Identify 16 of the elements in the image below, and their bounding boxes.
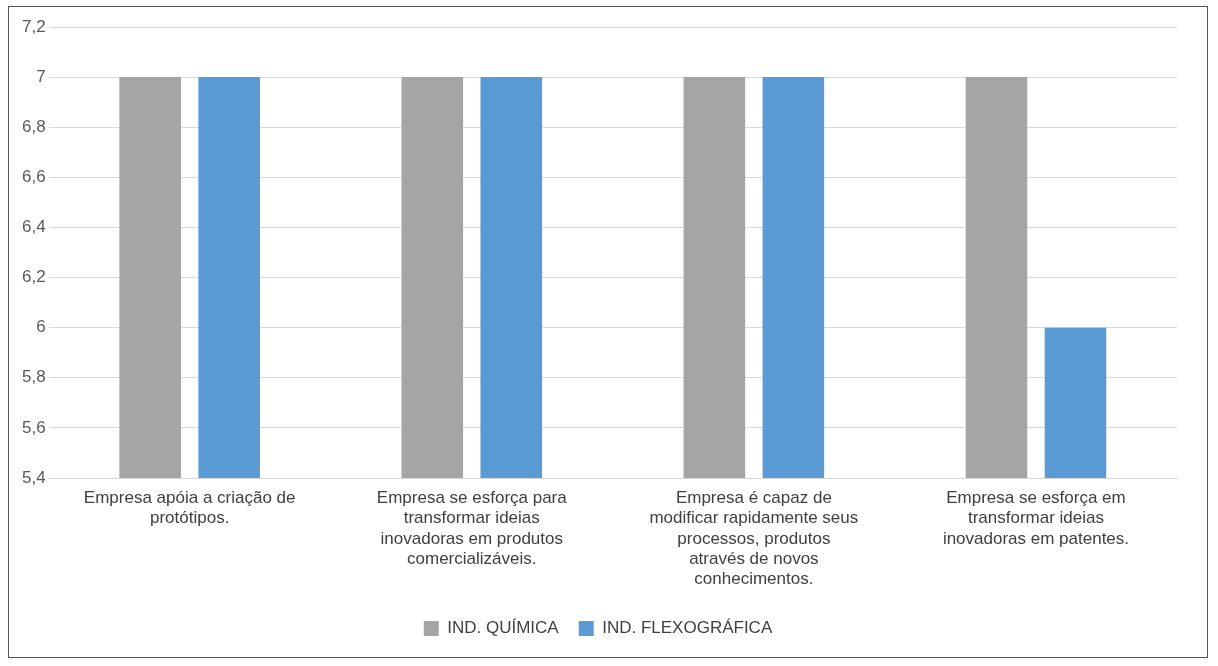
y-tick-label: 5,8 bbox=[21, 367, 46, 387]
x-tick-label: Empresa é capaz de modificar rapidamente seus processos, produtos através de novos conhecimentos. bbox=[649, 487, 859, 589]
y-tick-label: 6,4 bbox=[21, 217, 46, 237]
y-tick-label: 7,2 bbox=[21, 16, 46, 36]
y-tick-label: 6 bbox=[36, 317, 46, 337]
legend-label: IND. QUÍMICA bbox=[447, 618, 560, 638]
x-tick-label: Empresa apóia a criação de protótipos. bbox=[83, 487, 296, 528]
y-tick-label: 5,6 bbox=[21, 417, 46, 437]
y-tick-label: 6,2 bbox=[21, 267, 46, 287]
y-tick-label: 5,4 bbox=[21, 467, 46, 487]
x-tick-label: Empresa se esforça em transformar ideias inovadoras em patentes. bbox=[942, 487, 1130, 548]
y-tick-label: 6,6 bbox=[21, 167, 46, 187]
legend-label: IND. FLEXOGRÁFICA bbox=[602, 618, 773, 638]
y-tick-label: 6,8 bbox=[21, 116, 46, 136]
x-tick-label: Empresa se esforça para transformar ideias inovadoras em produtos comercializáveis. bbox=[376, 487, 568, 569]
y-tick-label: 7 bbox=[36, 66, 46, 86]
